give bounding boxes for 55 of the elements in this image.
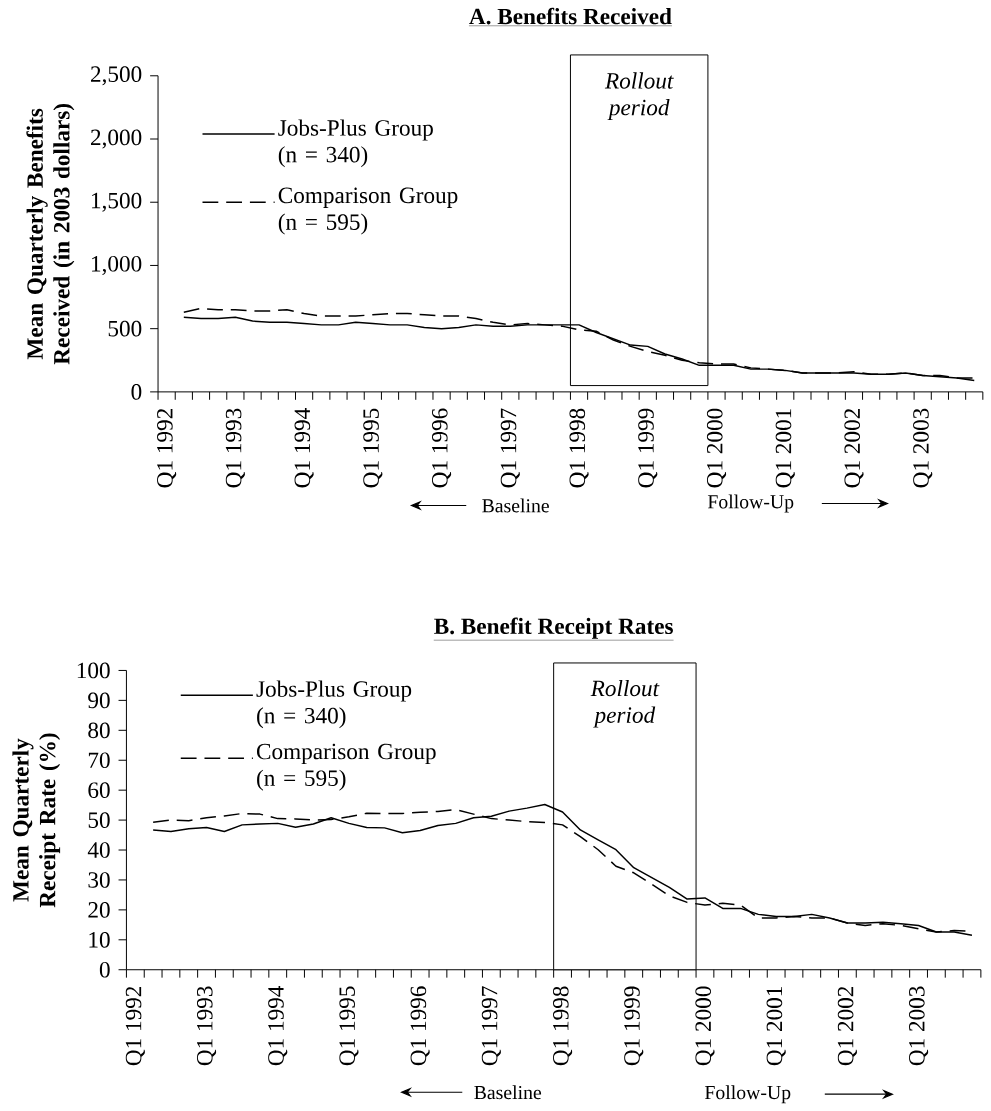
x-tick-label: Q1 1999 — [638, 408, 658, 488]
x-tick-label: Q1 1998 — [553, 986, 573, 1066]
legend-label: Jobs-Plus Group (n = 340) — [278, 119, 434, 168]
y-tick-label: 500 — [108, 320, 142, 337]
x-tick-label: Q1 1996 — [432, 408, 452, 488]
x-tick-label: Q1 1992 — [157, 409, 177, 488]
x-tick-label: Q1 1997 — [482, 986, 502, 1066]
x-tick-label: Q1 1992 — [125, 986, 146, 1066]
y-tick-label: 60 — [88, 782, 110, 798]
legend-label: Comparison Group (n = 595) — [278, 187, 458, 235]
x-tick-label: Q1 1997 — [500, 408, 521, 488]
y-tick-label: 100 — [78, 662, 110, 679]
x-tick-label: Q1 1993 — [197, 986, 217, 1066]
y-tick-label: 40 — [88, 842, 110, 858]
x-tick-label: Q1 2000 — [695, 986, 715, 1066]
x-tick-label: Q1 2000 — [707, 408, 727, 488]
x-tick-label: Q1 1995 — [363, 408, 383, 488]
legend-label: Jobs-Plus Group (n = 340) — [256, 680, 412, 729]
band-label: Rollout period — [605, 72, 675, 121]
y-tick-label: 50 — [88, 812, 110, 828]
legend-label: Comparison Group (n = 595) — [257, 743, 436, 791]
x-tick-label: Q1 2002 — [837, 986, 858, 1066]
x-tick-label: Q1 1993 — [226, 408, 246, 488]
x-tick-label: Q1 2001 — [775, 409, 796, 488]
y-tick-label: 90 — [88, 692, 110, 709]
text: Follow-Up — [705, 1085, 791, 1104]
text: Baseline — [482, 498, 550, 513]
y-axis-title: Mean Quarterly Receipt Rate (%) — [12, 733, 61, 908]
x-tick-label: Q1 1995 — [339, 986, 359, 1066]
y-tick-label: 2,500 — [91, 66, 142, 86]
y-tick-label: 20 — [88, 902, 110, 918]
y-tick-label: 10 — [89, 931, 110, 948]
x-tick-label: Q1 1998 — [569, 408, 589, 488]
x-tick-label: Q1 1999 — [624, 986, 644, 1066]
band-label: Rollout period — [590, 679, 660, 728]
text: Follow-Up — [708, 494, 794, 513]
x-tick-label: Q1 1994 — [294, 408, 314, 488]
y-tick-label: 2,000 — [91, 129, 142, 149]
x-tick-label: Q1 2003 — [913, 408, 933, 488]
x-tick-label: Q1 2002 — [844, 409, 864, 488]
x-tick-label: Q1 2003 — [909, 986, 929, 1066]
y-tick-label: 80 — [88, 722, 110, 739]
chart-title: A. Benefits Received — [469, 7, 672, 25]
y-tick-label: 0 — [100, 961, 110, 978]
x-tick-label: Q1 2001 — [766, 987, 786, 1066]
y-tick-label: 1,500 — [92, 192, 142, 212]
chart-title: B. Benefit Receipt Rates — [434, 617, 674, 639]
y-tick-label: 70 — [89, 752, 110, 769]
text: Baseline — [474, 1085, 542, 1100]
x-tick-label: Q1 1996 — [410, 986, 430, 1066]
y-tick-label: 1,000 — [92, 255, 142, 275]
x-tick-label: Q1 1994 — [268, 985, 288, 1066]
y-tick-label: 0 — [131, 384, 142, 400]
y-tick-label: 30 — [88, 872, 110, 888]
y-axis-title: Mean Quarterly Benefits Received (in 2003 dollars) — [26, 104, 75, 365]
